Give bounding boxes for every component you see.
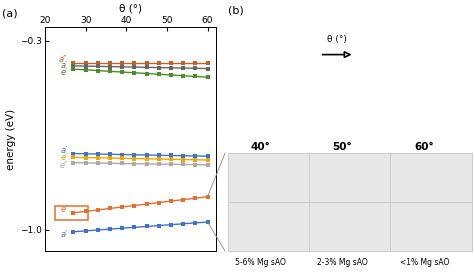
Text: (a): (a): [2, 8, 18, 18]
Text: 40°: 40°: [250, 141, 270, 152]
Text: θ (°): θ (°): [327, 35, 347, 44]
Y-axis label: energy (eV): energy (eV): [6, 109, 16, 170]
Text: a′: a′: [60, 230, 67, 239]
Text: 5-6% Mg sAO: 5-6% Mg sAO: [235, 258, 285, 266]
Text: 50°: 50°: [332, 141, 352, 152]
Text: e′: e′: [60, 68, 67, 77]
Text: e′: e′: [60, 153, 67, 162]
X-axis label: θ (°): θ (°): [119, 3, 142, 13]
Text: (b): (b): [228, 5, 243, 16]
Text: a′: a′: [60, 146, 67, 155]
Text: 60°: 60°: [414, 141, 434, 152]
Text: a′: a′: [60, 61, 67, 70]
Text: <1% Mg sAO: <1% Mg sAO: [400, 258, 449, 266]
Text: e′: e′: [60, 205, 67, 214]
Text: a″: a″: [59, 55, 67, 64]
Text: 2-3% Mg sAO: 2-3% Mg sAO: [317, 258, 367, 266]
Text: e″: e″: [59, 161, 67, 170]
